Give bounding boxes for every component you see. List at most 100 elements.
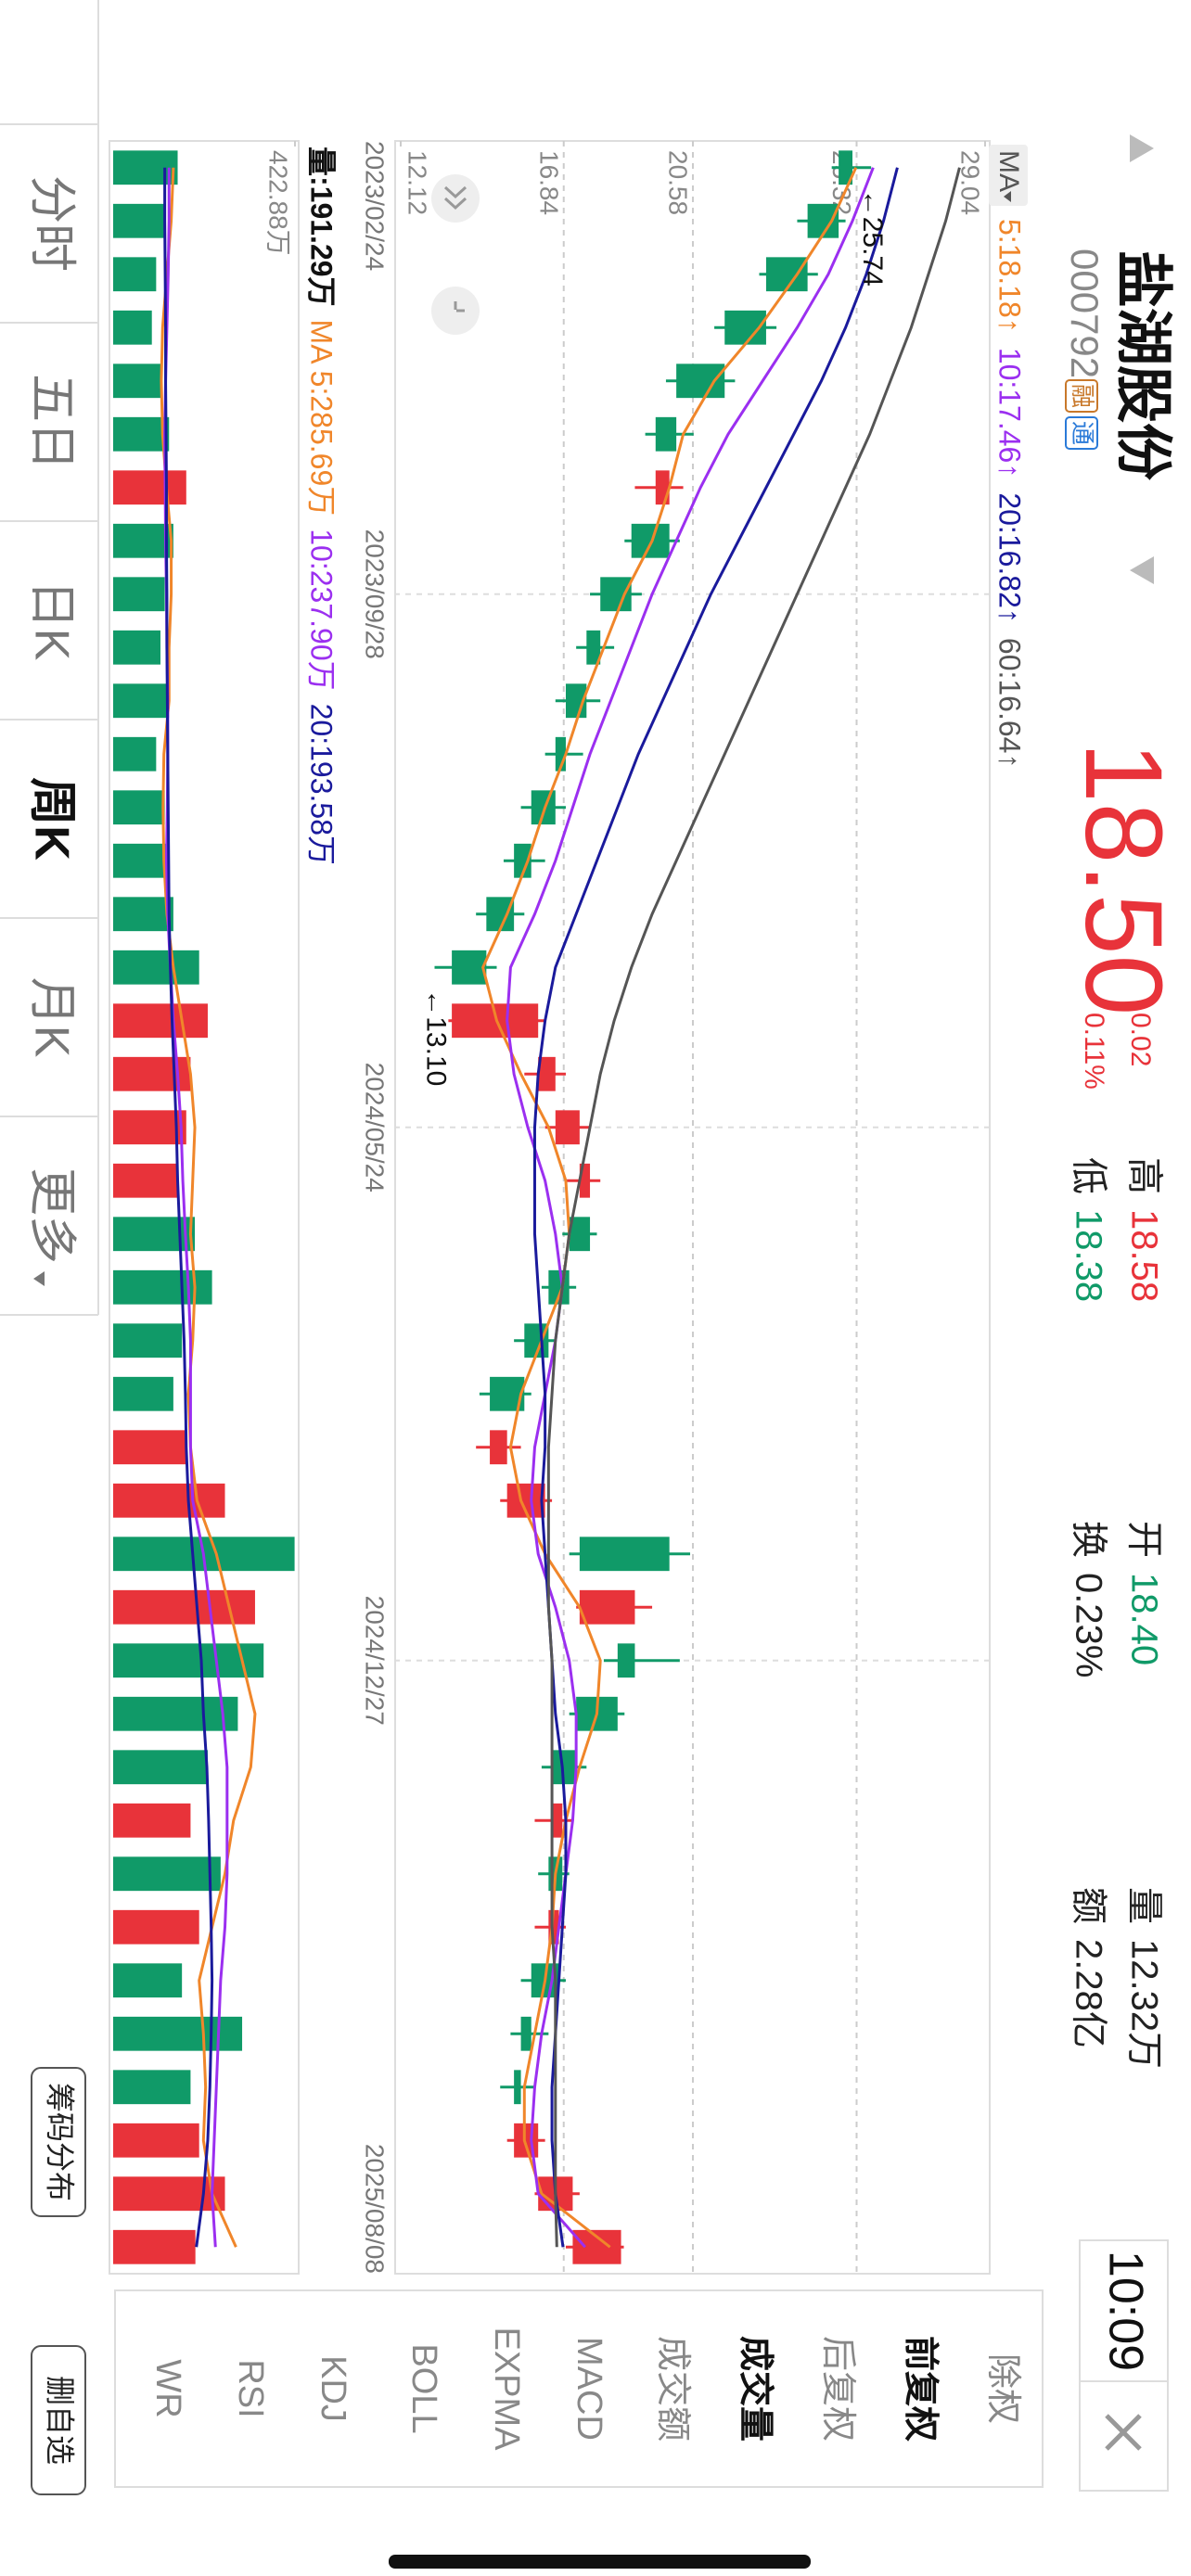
menu-item[interactable]: KDJ — [314, 2355, 352, 2422]
tab[interactable]: 日K — [24, 580, 78, 661]
candle-body — [631, 523, 670, 558]
menu-item[interactable]: RSI — [231, 2359, 270, 2417]
volume-bar — [112, 1643, 264, 1678]
menu-panel — [114, 2289, 1044, 2488]
stock-code: 000792 — [1063, 249, 1107, 378]
crosshair-mark — [454, 301, 465, 312]
extreme-label: ←25.74 — [857, 189, 888, 287]
x-tick-label: 2023/09/28 — [361, 529, 390, 659]
candle-body — [655, 470, 670, 505]
stat-label: 额 — [1068, 1887, 1108, 1924]
button[interactable] — [31, 2345, 86, 2495]
volume-bar — [113, 2070, 191, 2105]
candle-body — [514, 2070, 521, 2105]
volume-bar — [112, 2016, 243, 2051]
menu-item[interactable]: 后复权 — [818, 2336, 857, 2442]
y-tick-label: 12.12 — [403, 150, 432, 215]
volume-bar — [113, 257, 157, 292]
volume-bar — [113, 310, 152, 345]
x-tick-label: 2024/05/24 — [361, 1063, 390, 1192]
price: 18.50 — [1062, 742, 1185, 1015]
volume-bar — [112, 1483, 225, 1518]
candle-body — [724, 310, 766, 345]
candle-body — [490, 1430, 507, 1465]
x-tick-label: 2024/12/27 — [361, 1596, 390, 1726]
badge-box — [1065, 416, 1098, 450]
x-tick-label: 2023/02/24 — [361, 141, 390, 271]
volume-bar — [113, 1430, 186, 1465]
ma-button[interactable] — [989, 145, 1028, 206]
volume-bar — [113, 1217, 196, 1252]
legend-entry: 60:16.64↑ — [993, 638, 1027, 769]
volume-bar — [112, 2123, 199, 2158]
legend-entry: 20:193.58万 — [305, 704, 339, 865]
menu-item[interactable]: 前复权 — [901, 2336, 940, 2442]
candle-body — [452, 950, 487, 985]
menu-item[interactable]: MACD — [570, 2337, 608, 2441]
volume-bar — [112, 1909, 199, 1945]
ma-button-label: MA — [993, 150, 1024, 192]
tab[interactable]: 更多 — [24, 1167, 78, 1264]
candle-body — [655, 416, 677, 452]
candle-body — [839, 150, 853, 185]
tab[interactable]: 月K — [24, 977, 78, 1058]
candle-body — [579, 1537, 670, 1572]
volume-bar — [113, 1323, 183, 1358]
tab[interactable]: 周K — [24, 777, 78, 861]
stat-value: 12.32万 — [1123, 1939, 1164, 2069]
ma-button-caret — [1004, 191, 1011, 202]
menu-item[interactable]: BOLL — [404, 2343, 443, 2433]
collapse-chevrons — [443, 185, 467, 210]
candle-body — [520, 2016, 531, 2051]
candle-body — [452, 1003, 539, 1039]
stat-label: 换 — [1068, 1521, 1108, 1558]
tab[interactable]: 五日 — [24, 374, 78, 470]
button-label[interactable]: 筹码分布 — [44, 2083, 77, 2201]
volume-bar — [113, 363, 160, 399]
prev-arrow[interactable] — [1130, 134, 1154, 162]
stat-label: 量 — [1123, 1887, 1164, 1924]
volume-bar — [113, 897, 173, 932]
volume-bar — [113, 736, 157, 772]
y-tick-label: 20.58 — [664, 150, 693, 215]
volume-bar — [113, 470, 186, 505]
volume-bar — [113, 630, 160, 665]
candle-body — [552, 1803, 563, 1838]
candle-body — [490, 1376, 525, 1411]
volume-bar — [113, 203, 165, 238]
close-icon[interactable] — [1105, 2414, 1142, 2451]
ma-line — [506, 167, 875, 2249]
badge-box — [1065, 379, 1098, 413]
candle-body — [569, 1217, 591, 1252]
volume-panel — [109, 140, 300, 2275]
candle-body — [579, 1589, 635, 1625]
menu-item[interactable]: 成交量 — [736, 2336, 775, 2442]
next-arrow[interactable] — [1130, 556, 1154, 584]
candle-body — [514, 843, 531, 878]
stat-value: 18.58 — [1123, 1209, 1164, 1302]
tab[interactable]: 分时 — [24, 175, 78, 272]
menu-item[interactable]: 成交额 — [653, 2336, 692, 2442]
candle-body — [538, 1056, 556, 1091]
button-label[interactable]: 删自选 — [44, 2376, 77, 2465]
stat-label: 开 — [1123, 1521, 1164, 1558]
volume-bar — [113, 1376, 173, 1411]
button[interactable] — [31, 2067, 86, 2217]
crosshair-icon[interactable] — [431, 287, 480, 335]
y-tick-label: 29.04 — [956, 150, 985, 215]
menu-item[interactable]: WR — [148, 2359, 187, 2417]
volume-bar — [113, 1163, 178, 1198]
volume-bar — [113, 150, 178, 185]
menu-item[interactable]: EXPMA — [487, 2327, 526, 2451]
menu-item[interactable]: 除权 — [983, 2353, 1022, 2424]
volume-title: 量:191.29万 — [305, 147, 339, 307]
price-change: 0.02 — [1125, 1013, 1156, 1066]
legend-entry: 10:17.46↑ — [993, 348, 1027, 478]
time: 10:09 — [1098, 2251, 1152, 2371]
ma-line — [546, 167, 961, 2248]
y-tick-label: 422.88万 — [264, 150, 293, 256]
volume-bar — [112, 950, 199, 985]
stat-value: 0.23% — [1068, 1573, 1108, 1677]
tab-caret — [33, 1271, 45, 1287]
